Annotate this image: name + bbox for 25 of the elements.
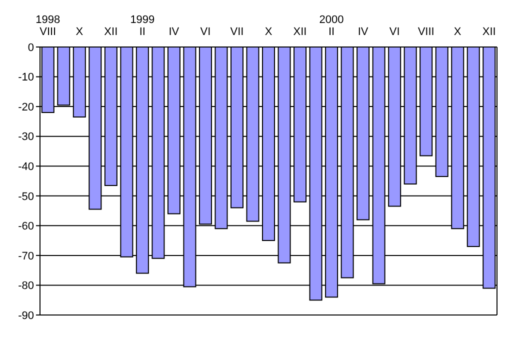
- y-tick-label: -30: [18, 131, 34, 144]
- y-tick-label: -60: [18, 220, 34, 233]
- x-tick-label: 1999 II: [130, 14, 155, 38]
- x-tick-label: XII: [482, 26, 496, 38]
- y-tick-label: -70: [18, 250, 34, 262]
- x-tick-label: X: [264, 26, 273, 38]
- x-tick-label: 1998 VIII: [36, 14, 60, 38]
- x-tick-label: IV: [358, 26, 369, 38]
- y-tick-label: -50: [18, 190, 34, 203]
- y-tick-label: -20: [18, 101, 34, 114]
- x-tick-label: X: [76, 26, 84, 38]
- x-tick-label: XII: [293, 26, 307, 38]
- y-tick-label: -40: [18, 161, 34, 174]
- y-tick-label: -10: [18, 72, 34, 84]
- x-tick-label: IV: [168, 26, 180, 38]
- y-tick-label: 0: [28, 42, 34, 54]
- x-tick-label: VI: [389, 26, 400, 38]
- x-tick-label: VI: [200, 26, 211, 38]
- x-tick-label: VIII: [418, 26, 434, 38]
- x-tick-label: 2000 II: [319, 14, 344, 38]
- x-tick-label: VII: [230, 26, 244, 38]
- y-tick-label: -90: [18, 310, 34, 322]
- x-tick-label: XII: [104, 26, 118, 38]
- x-tick-label: X: [454, 26, 462, 38]
- y-tick-label: -80: [18, 280, 34, 292]
